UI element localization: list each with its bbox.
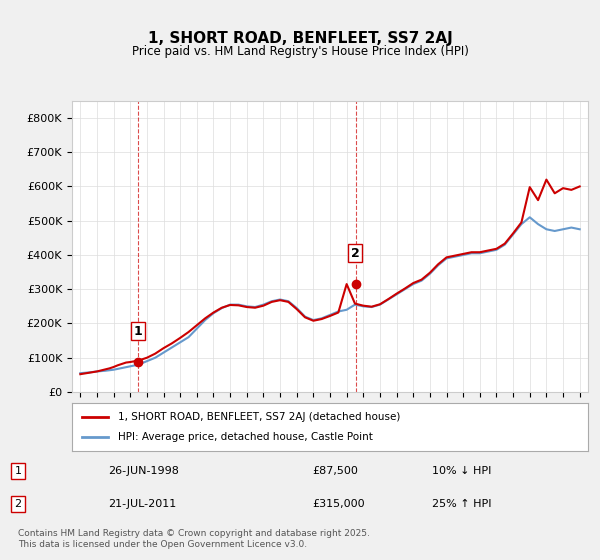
- Text: 1: 1: [133, 325, 142, 338]
- Text: 1: 1: [14, 466, 22, 476]
- Text: 10% ↓ HPI: 10% ↓ HPI: [432, 466, 491, 476]
- Text: 1, SHORT ROAD, BENFLEET, SS7 2AJ: 1, SHORT ROAD, BENFLEET, SS7 2AJ: [148, 31, 452, 46]
- Text: 25% ↑ HPI: 25% ↑ HPI: [432, 499, 491, 509]
- Text: HPI: Average price, detached house, Castle Point: HPI: Average price, detached house, Cast…: [118, 432, 373, 442]
- Text: Price paid vs. HM Land Registry's House Price Index (HPI): Price paid vs. HM Land Registry's House …: [131, 45, 469, 58]
- Text: 1, SHORT ROAD, BENFLEET, SS7 2AJ (detached house): 1, SHORT ROAD, BENFLEET, SS7 2AJ (detach…: [118, 412, 401, 422]
- Text: £87,500: £87,500: [312, 466, 358, 476]
- Text: 26-JUN-1998: 26-JUN-1998: [108, 466, 179, 476]
- Text: £315,000: £315,000: [312, 499, 365, 509]
- Text: 21-JUL-2011: 21-JUL-2011: [108, 499, 176, 509]
- Text: 2: 2: [351, 246, 359, 260]
- Text: Contains HM Land Registry data © Crown copyright and database right 2025.
This d: Contains HM Land Registry data © Crown c…: [18, 529, 370, 549]
- Text: 2: 2: [14, 499, 22, 509]
